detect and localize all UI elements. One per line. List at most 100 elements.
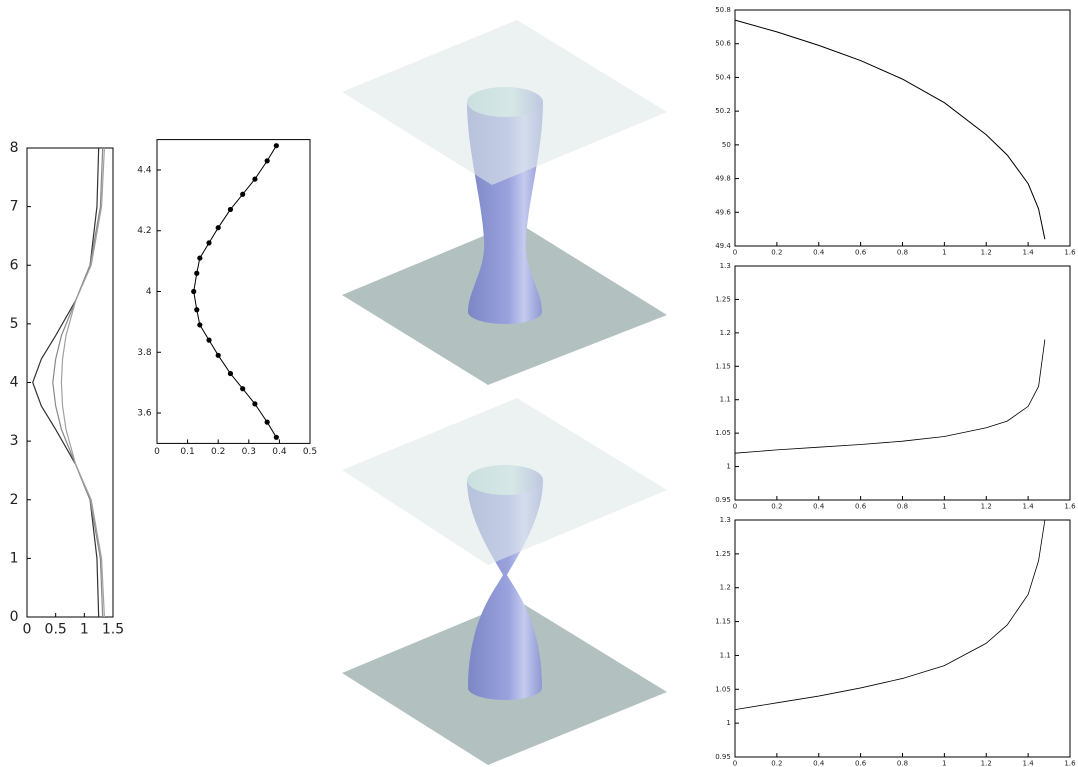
x-tick-label: 0.8	[897, 248, 908, 256]
y-tick-label: 49.4	[715, 242, 731, 250]
x-tick-label: 1.4	[1023, 759, 1035, 767]
x-tick-label: 0	[733, 248, 737, 256]
y-tick-label: 50.2	[715, 107, 731, 115]
point	[191, 288, 197, 295]
point	[264, 419, 270, 425]
render-bottom	[342, 398, 667, 765]
x-tick-label: 1.4	[1023, 248, 1035, 256]
x-tick-label: 1.6	[1064, 759, 1076, 767]
x-tick-label: 0.4	[813, 248, 825, 256]
y-tick-label: 1.1	[720, 396, 731, 404]
y-tick-label: 1.05	[715, 685, 731, 693]
x-tick-label: 0.1	[180, 447, 194, 457]
curve	[734, 19, 1046, 240]
x-tick-label: 1.6	[1064, 248, 1076, 256]
y-tick-label: 50.4	[715, 73, 731, 81]
y-tick-label: 1.05	[715, 429, 731, 437]
curve	[60, 147, 105, 618]
x-tick-label: 1.4	[1023, 502, 1035, 510]
point	[252, 176, 258, 182]
point	[227, 206, 234, 213]
y-tick-label: 1.2	[720, 584, 731, 592]
plot-frame	[734, 265, 1071, 501]
y-tick-label: 1.3	[720, 262, 731, 270]
y-tick-label: 1.25	[715, 295, 731, 303]
x-tick-label: 0.3	[242, 447, 256, 457]
x-tick-label: 0.8	[897, 759, 908, 767]
curve	[193, 145, 277, 438]
curve	[734, 519, 1046, 710]
curve	[52, 147, 104, 618]
curve	[734, 339, 1046, 454]
y-tick-label: 5	[10, 316, 19, 332]
x-tick-label: 1.2	[981, 248, 992, 256]
x-tick-label: 0	[23, 622, 32, 638]
x-tick-label: 0.4	[813, 759, 825, 767]
x-tick-label: 0	[733, 759, 737, 767]
x-tick-label: 0.6	[855, 759, 867, 767]
y-tick-label: 50.8	[715, 6, 731, 14]
y-tick-label: 1.1	[720, 651, 731, 659]
x-tick-label: 0.6	[855, 248, 867, 256]
x-tick-label: 1.2	[981, 759, 992, 767]
y-tick-label: 1	[726, 719, 730, 727]
point	[194, 270, 200, 276]
x-tick-label: 1.2	[981, 502, 992, 510]
y-tick-label: 1.15	[715, 362, 731, 370]
y-tick-label: 4.4	[137, 165, 152, 175]
y-tick-label: 2	[10, 492, 19, 508]
x-tick-label: 0	[154, 447, 160, 457]
point	[252, 401, 258, 407]
x-tick-label: 0.2	[771, 248, 782, 256]
y-tick-label: 50	[722, 141, 731, 149]
point	[227, 370, 234, 377]
curve	[32, 147, 100, 618]
y-tick-label: 6	[10, 257, 19, 273]
x-tick-label: 0.2	[211, 447, 225, 457]
y-tick-label: 0.95	[715, 753, 731, 761]
point	[197, 255, 203, 261]
y-tick-label: 1	[10, 550, 19, 566]
point	[206, 337, 212, 343]
plot-frame	[734, 519, 1071, 758]
x-tick-label: 0.5	[45, 622, 67, 638]
y-tick-label: 49.6	[715, 208, 731, 216]
x-tick-label: 1.5	[102, 622, 124, 638]
y-tick-label: 1.25	[715, 550, 731, 558]
y-tick-label: 50.6	[715, 40, 731, 48]
x-tick-label: 1.6	[1064, 502, 1076, 510]
y-tick-label: 3.6	[137, 409, 152, 419]
point	[194, 307, 200, 313]
point	[215, 225, 221, 231]
point	[240, 386, 246, 392]
x-tick-label: 1	[942, 759, 946, 767]
y-tick-label: 1.3	[720, 516, 731, 524]
y-tick-label: 7	[10, 199, 19, 215]
point	[264, 158, 270, 164]
y-tick-label: 0	[10, 609, 19, 625]
y-tick-label: 1.2	[720, 329, 731, 337]
point	[206, 240, 212, 246]
x-tick-label: 0.2	[771, 502, 782, 510]
y-tick-label: 8	[10, 140, 19, 156]
y-tick-label: 49.8	[715, 175, 731, 183]
upper-plane	[342, 398, 667, 565]
x-tick-label: 1	[942, 502, 946, 510]
upper-plane	[342, 20, 667, 185]
point	[197, 322, 203, 328]
x-tick-label: 0.8	[897, 502, 908, 510]
point	[273, 434, 279, 440]
plot-frame	[26, 147, 114, 618]
y-tick-label: 4	[10, 375, 19, 391]
y-tick-label: 3	[10, 433, 19, 449]
point	[215, 352, 221, 358]
plot-frame	[734, 9, 1071, 247]
plot-frame	[156, 139, 311, 444]
x-tick-label: 0.2	[771, 759, 782, 767]
y-tick-label: 4.2	[137, 226, 151, 236]
x-tick-label: 0	[733, 502, 737, 510]
x-tick-label: 0.5	[303, 447, 317, 457]
y-tick-label: 0.95	[715, 496, 731, 504]
y-tick-label: 3.8	[137, 348, 152, 358]
